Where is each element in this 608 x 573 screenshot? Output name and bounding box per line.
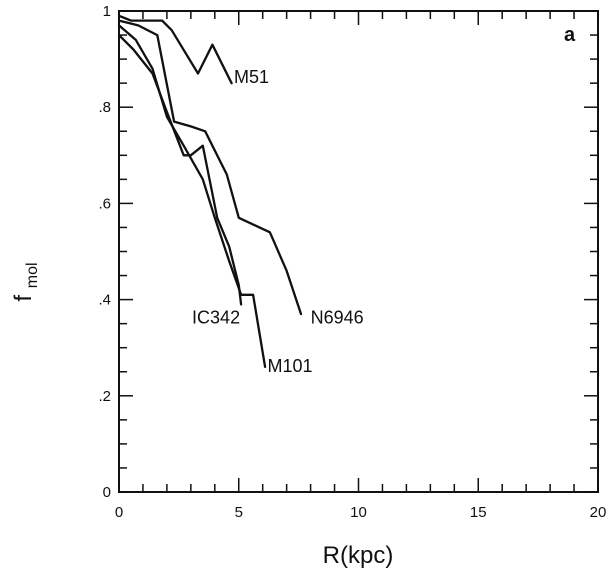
series-line-n6946 (117, 19, 303, 316)
x-tick-label: 0 (115, 504, 123, 521)
y-tick-label: .4 (98, 292, 111, 309)
series-label-n6946: N6946 (311, 308, 364, 328)
series-label-m101: M101 (267, 356, 312, 376)
series-lines (117, 14, 303, 369)
tick-marks (118, 10, 599, 493)
series-line-ic342 (117, 33, 243, 306)
series-label-ic342: IC342 (192, 308, 240, 328)
plot-frame (118, 10, 599, 493)
series-line-m101 (117, 24, 267, 369)
series-labels: M51 N6946 IC342 M101 (192, 67, 364, 376)
x-tick-label: 10 (350, 504, 367, 521)
y-tick-label: .8 (98, 99, 111, 116)
series-label-m51: M51 (234, 67, 269, 87)
y-axis-label: f mol (10, 262, 41, 301)
y-tick-label: .6 (98, 195, 111, 212)
y-tick-label: .2 (98, 388, 111, 405)
x-tick-label: 20 (590, 504, 607, 521)
tick-labels: 0 5 10 15 20 0 .2 .4 .6 .8 1 (98, 3, 606, 521)
x-tick-label: 5 (235, 504, 243, 521)
y-tick-label: 0 (103, 484, 111, 501)
series-line-m51 (117, 14, 233, 85)
x-tick-label: 15 (470, 504, 487, 521)
svg-text:f mol: f mol (10, 262, 41, 301)
y-tick-label: 1 (103, 3, 111, 20)
panel-label: a (564, 24, 576, 46)
x-axis-label: R(kpc) (323, 542, 394, 569)
y-axis-label-main: f (10, 295, 37, 302)
y-axis-label-sub: mol (24, 262, 41, 288)
